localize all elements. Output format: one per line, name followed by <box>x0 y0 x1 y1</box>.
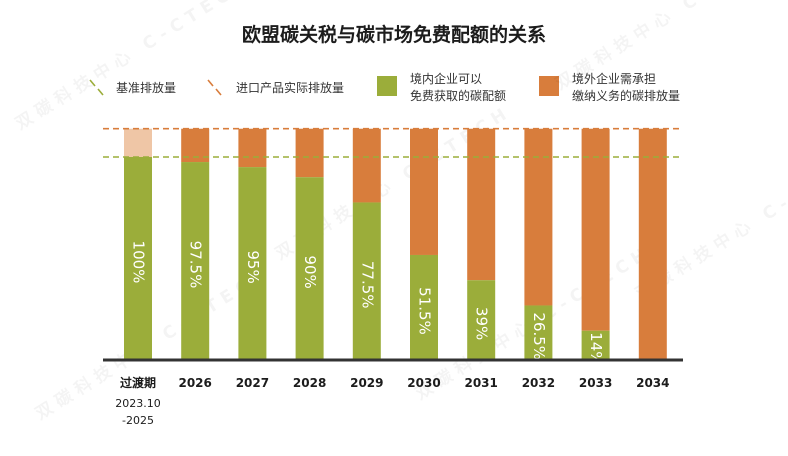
bar-free-2030 <box>410 254 438 359</box>
x-tick-label-2034: 2034 <box>636 376 669 390</box>
legend-swatch-free <box>377 76 397 96</box>
legend-label-import: 进口产品实际排放量 <box>236 81 345 95</box>
data-label-2032: 26.5% <box>530 312 548 360</box>
legend-label-obligation-line1: 境外企业需承担 <box>572 72 657 86</box>
bar-obligation-2030 <box>410 128 438 255</box>
bar-obligation-2033 <box>581 128 610 331</box>
legend-swatch-import <box>207 79 222 96</box>
bar-free-2027 <box>238 167 267 359</box>
legend-label-free-line1: 境内企业可以 <box>410 72 483 86</box>
chart-title: 欧盟碳关税与碳市场免费配额的关系 <box>241 24 546 46</box>
bar-free-2033 <box>581 330 610 359</box>
x-tick-label-过渡期: 过渡期 <box>120 375 156 390</box>
data-label-2027: 95% <box>244 250 262 283</box>
bar-obligation-2029 <box>352 128 381 203</box>
x-tick-label-2033: 2033 <box>579 376 612 390</box>
x-tick-sublabel-line2: -2025 <box>122 414 154 427</box>
bar-obligation-2027 <box>238 128 267 168</box>
bar-obligation-2031 <box>467 128 496 281</box>
data-label-2033: 14% <box>587 332 605 365</box>
legend-label-obligation: 境外企业需承担 缴纳义务的碳排放量 <box>572 71 680 105</box>
legend-label-baseline: 基准排放量 <box>116 81 177 95</box>
watermark-text: 双碳科技中心 C-CTECH <box>552 0 788 94</box>
x-tick-label-2032: 2032 <box>522 376 555 390</box>
x-tick-label-2030: 2030 <box>407 376 440 390</box>
data-label-2026: 97.5% <box>187 241 205 289</box>
legend-swatch-baseline <box>89 79 104 96</box>
watermark-text: 双碳科技中心 C-CTECH <box>12 0 256 134</box>
bar-obligation-2034 <box>638 128 667 359</box>
x-tick-label-2029: 2029 <box>350 376 383 390</box>
x-tick-label-2031: 2031 <box>464 376 497 390</box>
x-tick-label-2027: 2027 <box>236 376 269 390</box>
data-label-2029: 77.5% <box>358 261 376 309</box>
bar-free-过渡期 <box>124 157 152 359</box>
data-label-过渡期: 100% <box>130 241 148 284</box>
legend-label-obligation-line2: 缴纳义务的碳排放量 <box>572 89 681 103</box>
bar-free-2028 <box>295 177 324 359</box>
legend-label-free: 境内企业可以 免费获取的碳配额 <box>410 71 506 105</box>
bar-transition-过渡期 <box>124 128 152 158</box>
bar-free-2032 <box>524 305 553 359</box>
bar-obligation-2028 <box>295 128 324 178</box>
bar-free-2031 <box>467 280 496 359</box>
data-label-2031: 39% <box>473 307 491 340</box>
x-tick-sublabel-line1: 2023.10 <box>115 397 161 410</box>
legend-swatch-obligation <box>539 76 559 96</box>
bar-obligation-2032 <box>524 128 553 306</box>
data-label-2028: 90% <box>301 255 319 288</box>
x-tick-label-2028: 2028 <box>293 376 326 390</box>
bar-free-2029 <box>352 202 381 359</box>
data-label-2030: 51.5% <box>416 287 434 335</box>
x-tick-label-2026: 2026 <box>178 376 211 390</box>
bar-free-2026 <box>181 162 210 359</box>
legend-label-free-line2: 免费获取的碳配额 <box>410 89 507 103</box>
